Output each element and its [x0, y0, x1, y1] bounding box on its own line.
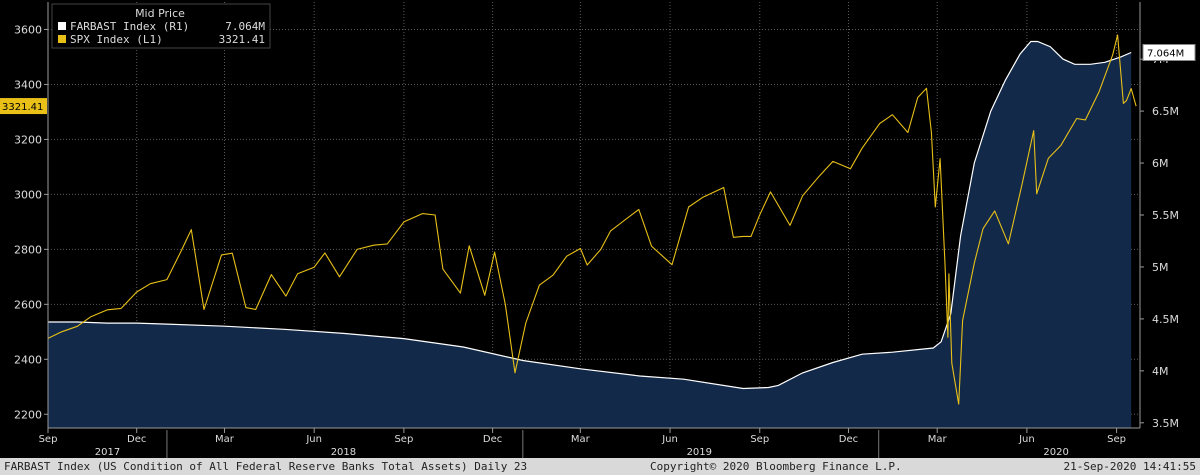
legend-swatch — [58, 35, 66, 43]
x-tick-label: Mar — [571, 434, 591, 445]
right-tick-label: 6.5M — [1152, 105, 1179, 118]
left-tick-label: 3200 — [14, 133, 42, 146]
right-tick-label: 6M — [1152, 157, 1169, 170]
right-tick-label: 5.5M — [1152, 209, 1179, 222]
farbast-last-value-tag — [1142, 43, 1196, 61]
farbast-last-value-text: 7.064M — [1147, 48, 1184, 59]
spx-last-value-text: 3321.41 — [2, 102, 43, 113]
right-tick-label: 3.5M — [1152, 417, 1179, 430]
x-year-label: 2020 — [1043, 447, 1068, 458]
legend-entry-value: 7.064M — [225, 20, 265, 33]
x-tick-label: Dec — [127, 434, 146, 445]
x-year-label: 2017 — [95, 447, 120, 458]
legend-entry-value: 3321.41 — [219, 33, 265, 46]
left-tick-label: 3400 — [14, 78, 42, 91]
footer-bar: FARBAST Index (US Condition of All Feder… — [0, 458, 1200, 475]
x-year-label: 2019 — [687, 447, 712, 458]
spx-last-value-tag — [0, 98, 47, 115]
x-year-label: 2018 — [331, 447, 356, 458]
x-tick-label: Sep — [39, 434, 58, 445]
left-tick-label: 3000 — [14, 188, 42, 201]
left-tick-label: 2800 — [14, 243, 42, 256]
x-tick-label: Sep — [750, 434, 769, 445]
x-tick-label: Jun — [1018, 434, 1035, 445]
footer-series-description: FARBAST Index (US Condition of All Feder… — [4, 460, 528, 473]
legend-entry-label: FARBAST Index (R1) — [70, 20, 189, 33]
x-tick-label: Mar — [928, 434, 948, 445]
right-tick-label: 4M — [1152, 365, 1169, 378]
legend-box — [51, 3, 271, 49]
chart-svg: 2200 2400 2600 2800 3000 3200 3400 3600 3.5M 4M 4.… — [0, 2, 1196, 458]
footer-timestamp: 21-Sep-2020 14:41:55 — [1063, 460, 1196, 473]
legend-entry-label: SPX Index (L1) — [70, 33, 163, 46]
x-tick-label: Jun — [661, 434, 678, 445]
left-tick-label: 2200 — [14, 408, 42, 421]
x-tick-label: Sep — [1107, 434, 1126, 445]
x-tick-label: Jun — [305, 434, 322, 445]
left-tick-label: 2400 — [14, 353, 42, 366]
x-tick-label: Sep — [394, 434, 413, 445]
farbast-area — [48, 41, 1132, 428]
right-tick-label: 4.5M — [1152, 313, 1179, 326]
right-tick-label: 5M — [1152, 261, 1169, 274]
x-tick-label: Mar — [215, 434, 235, 445]
legend-swatch — [58, 22, 66, 30]
spx-line — [47, 34, 1137, 405]
x-tick-label: Dec — [839, 434, 858, 445]
x-tick-label: Dec — [483, 434, 502, 445]
legend-title: Mid Price — [135, 7, 185, 20]
left-tick-label: 3600 — [14, 23, 42, 36]
footer-copyright: Copyright© 2020 Bloomberg Finance L.P. — [650, 460, 902, 473]
farbast-line — [48, 40, 1132, 390]
left-tick-label: 2600 — [14, 298, 42, 311]
